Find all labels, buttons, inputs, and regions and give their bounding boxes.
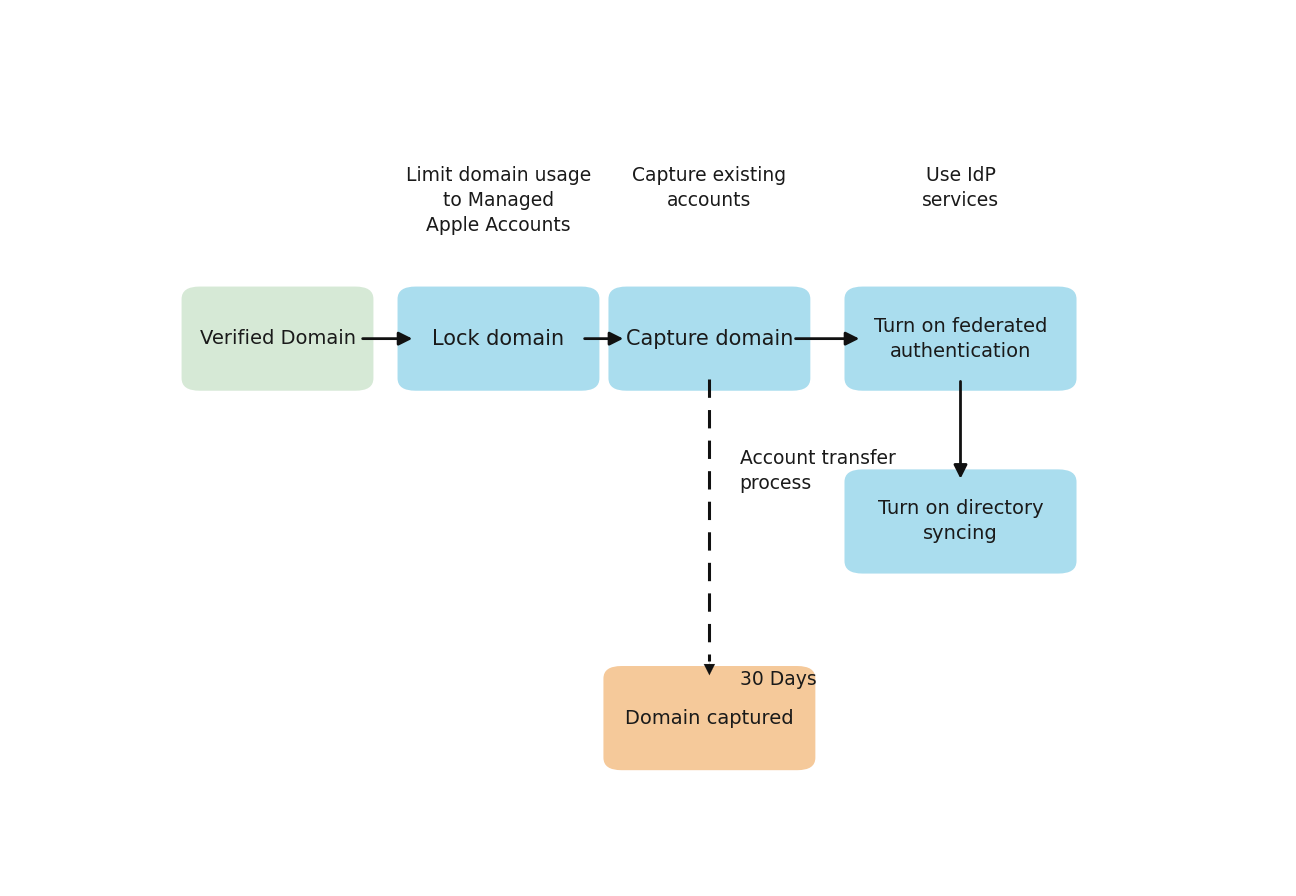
FancyBboxPatch shape — [604, 666, 815, 771]
FancyBboxPatch shape — [181, 287, 373, 391]
FancyBboxPatch shape — [608, 287, 810, 391]
Text: Lock domain: Lock domain — [433, 329, 565, 349]
Text: Account transfer
process: Account transfer process — [740, 449, 896, 493]
Text: 30 Days: 30 Days — [740, 670, 816, 689]
FancyBboxPatch shape — [845, 470, 1077, 573]
Text: Limit domain usage
to Managed
Apple Accounts: Limit domain usage to Managed Apple Acco… — [406, 166, 591, 235]
Text: Capture domain: Capture domain — [626, 329, 793, 349]
Text: Verified Domain: Verified Domain — [200, 329, 355, 349]
Text: Use IdP
services: Use IdP services — [921, 166, 999, 211]
FancyBboxPatch shape — [845, 287, 1077, 391]
Text: Turn on federated
authentication: Turn on federated authentication — [874, 316, 1047, 361]
Text: Domain captured: Domain captured — [625, 709, 793, 728]
Text: Turn on directory
syncing: Turn on directory syncing — [877, 499, 1043, 544]
FancyBboxPatch shape — [398, 287, 600, 391]
Text: Capture existing
accounts: Capture existing accounts — [632, 166, 787, 211]
